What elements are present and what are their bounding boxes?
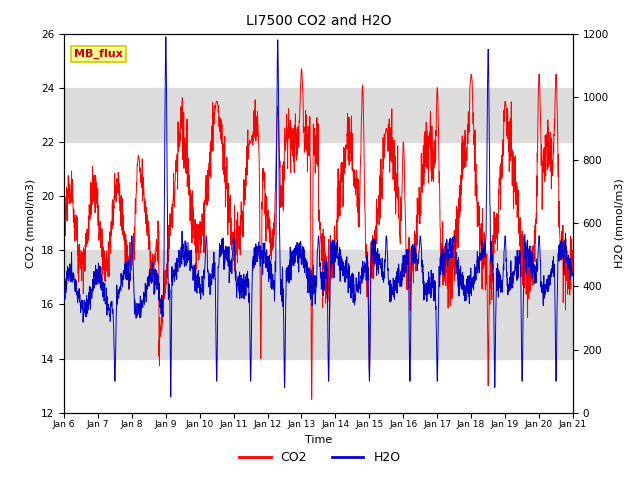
Legend: CO2, H2O: CO2, H2O — [234, 446, 406, 469]
Y-axis label: CO2 (mmol/m3): CO2 (mmol/m3) — [26, 179, 35, 268]
Bar — [64, 88, 573, 142]
Title: LI7500 CO2 and H2O: LI7500 CO2 and H2O — [246, 14, 391, 28]
Bar — [64, 250, 573, 359]
X-axis label: Time: Time — [305, 435, 332, 445]
Text: MB_flux: MB_flux — [74, 49, 123, 59]
Y-axis label: H2O (mmol/m3): H2O (mmol/m3) — [614, 179, 625, 268]
